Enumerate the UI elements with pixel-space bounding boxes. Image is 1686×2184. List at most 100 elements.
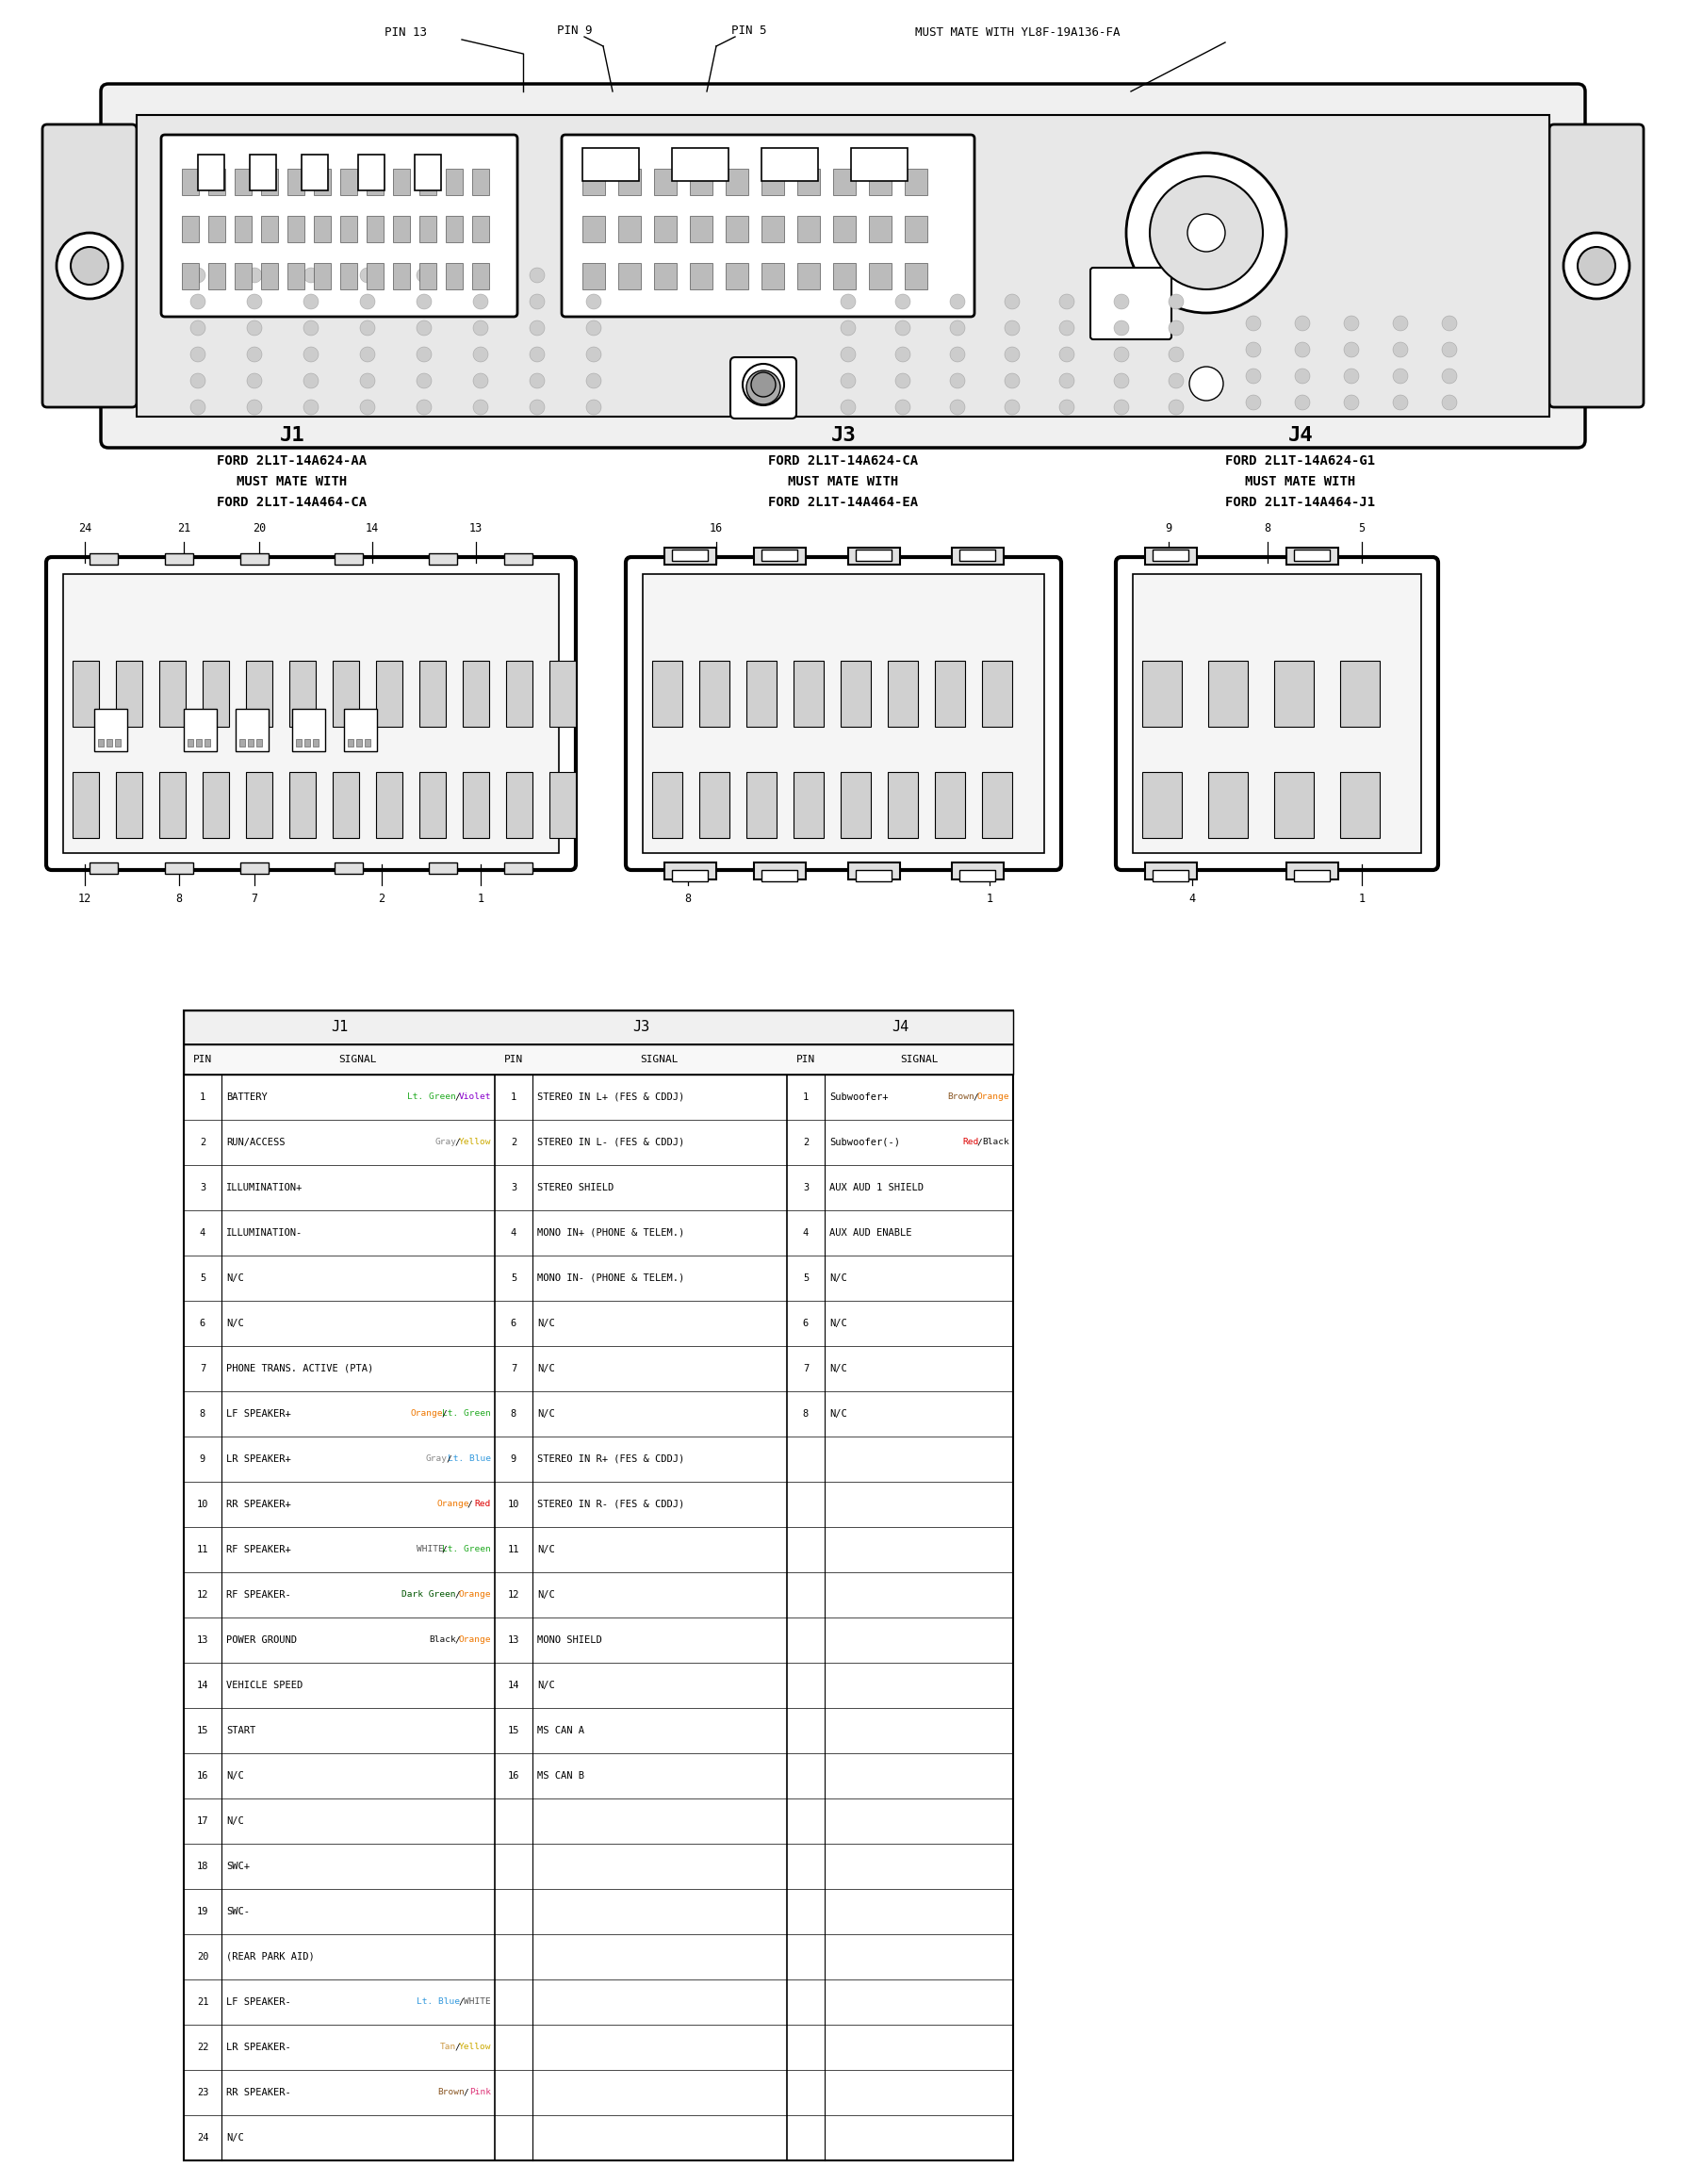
Text: J4: J4 — [892, 1020, 909, 1035]
Circle shape — [1442, 369, 1457, 384]
Bar — [445, 168, 462, 194]
Text: 14: 14 — [197, 1682, 209, 1690]
Circle shape — [529, 321, 545, 336]
Text: Red: Red — [475, 1500, 491, 1509]
Bar — [415, 155, 442, 190]
Text: N/C: N/C — [538, 1682, 555, 1690]
Text: 9: 9 — [511, 1455, 516, 1463]
Text: Orange: Orange — [459, 1590, 491, 1599]
Bar — [287, 168, 305, 194]
Text: AUX AUD ENABLE: AUX AUD ENABLE — [830, 1227, 912, 1238]
Bar — [314, 738, 319, 747]
Text: 1: 1 — [511, 1092, 516, 1103]
Circle shape — [587, 269, 602, 282]
Circle shape — [303, 295, 319, 310]
Bar — [332, 771, 359, 839]
Text: N/C: N/C — [538, 1319, 555, 1328]
Bar — [794, 771, 824, 839]
Circle shape — [246, 269, 261, 282]
Text: LR SPEAKER+: LR SPEAKER+ — [226, 1455, 292, 1463]
Bar — [256, 738, 261, 747]
Text: Orange: Orange — [976, 1092, 1010, 1101]
Text: PIN: PIN — [504, 1055, 523, 1064]
Circle shape — [1114, 295, 1130, 310]
Bar — [116, 771, 142, 839]
FancyBboxPatch shape — [101, 83, 1585, 448]
Text: 20: 20 — [197, 1952, 209, 1961]
Circle shape — [752, 371, 776, 397]
Bar — [182, 168, 199, 194]
Text: MONO IN- (PHONE & TELEM.): MONO IN- (PHONE & TELEM.) — [538, 1273, 685, 1282]
Text: 6: 6 — [803, 1319, 809, 1328]
Text: 1: 1 — [199, 1092, 206, 1103]
Bar — [582, 168, 605, 194]
Circle shape — [1246, 369, 1261, 384]
Circle shape — [1344, 395, 1359, 411]
Text: 16: 16 — [710, 522, 723, 535]
Circle shape — [1059, 373, 1074, 389]
Bar — [209, 216, 226, 242]
Bar — [905, 262, 927, 288]
Text: LF SPEAKER+: LF SPEAKER+ — [226, 1409, 292, 1420]
Text: MONO IN+ (PHONE & TELEM.): MONO IN+ (PHONE & TELEM.) — [538, 1227, 685, 1238]
Bar — [506, 771, 533, 839]
Text: N/C: N/C — [830, 1365, 846, 1374]
Circle shape — [747, 371, 781, 404]
Text: 4: 4 — [1189, 893, 1195, 904]
Bar — [905, 168, 927, 194]
Text: 4: 4 — [803, 1227, 809, 1238]
Circle shape — [1344, 343, 1359, 358]
Bar — [165, 553, 194, 566]
Circle shape — [361, 400, 374, 415]
Text: POWER GROUND: POWER GROUND — [226, 1636, 297, 1645]
Bar — [158, 771, 185, 839]
Text: 7: 7 — [199, 1365, 206, 1374]
Circle shape — [529, 295, 545, 310]
Text: Gray: Gray — [435, 1138, 457, 1147]
Circle shape — [1114, 321, 1130, 336]
Circle shape — [474, 400, 489, 415]
Text: 2: 2 — [199, 1138, 206, 1147]
Bar — [959, 869, 995, 882]
Bar — [762, 216, 784, 242]
Bar — [797, 216, 819, 242]
Bar — [297, 738, 302, 747]
Bar — [1275, 771, 1313, 839]
Bar — [72, 662, 99, 727]
Text: 20: 20 — [253, 522, 266, 535]
Circle shape — [191, 321, 206, 336]
Circle shape — [474, 295, 489, 310]
Bar — [654, 262, 676, 288]
FancyBboxPatch shape — [42, 124, 137, 406]
Circle shape — [361, 295, 374, 310]
Bar — [1293, 550, 1330, 561]
Circle shape — [1168, 373, 1184, 389]
Circle shape — [416, 321, 432, 336]
Circle shape — [246, 400, 261, 415]
Text: LF SPEAKER-: LF SPEAKER- — [226, 1998, 292, 2007]
Bar — [934, 771, 964, 839]
Text: J1: J1 — [280, 426, 305, 446]
Circle shape — [1189, 367, 1224, 400]
Circle shape — [1442, 343, 1457, 358]
Text: AUX AUD 1 SHIELD: AUX AUD 1 SHIELD — [830, 1184, 924, 1192]
Circle shape — [1563, 234, 1629, 299]
Bar — [619, 168, 641, 194]
Bar — [445, 216, 462, 242]
Text: PIN 13: PIN 13 — [384, 26, 427, 39]
Bar — [959, 550, 995, 561]
Text: 8: 8 — [175, 893, 182, 904]
Text: J3: J3 — [632, 1020, 649, 1035]
Circle shape — [949, 347, 964, 363]
Circle shape — [1059, 347, 1074, 363]
Bar — [652, 662, 683, 727]
Circle shape — [1344, 317, 1359, 330]
Circle shape — [529, 269, 545, 282]
Bar — [700, 771, 730, 839]
Text: N/C: N/C — [830, 1409, 846, 1420]
Text: MS CAN B: MS CAN B — [538, 1771, 585, 1780]
Bar — [1141, 771, 1182, 839]
Bar — [366, 262, 384, 288]
Bar — [504, 863, 533, 874]
Circle shape — [474, 373, 489, 389]
